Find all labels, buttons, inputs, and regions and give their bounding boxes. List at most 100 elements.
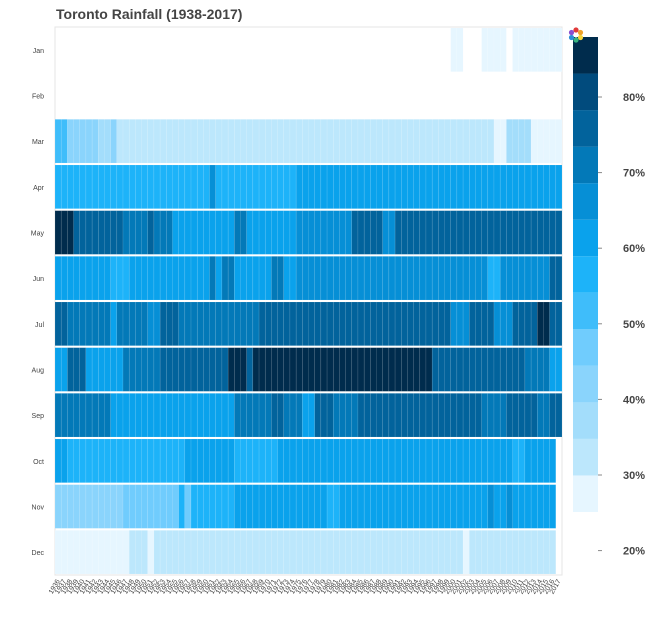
heatmap-cell[interactable] xyxy=(227,210,235,255)
heatmap-cell[interactable] xyxy=(73,393,80,438)
heatmap-cell[interactable] xyxy=(481,210,489,255)
heatmap-cell[interactable] xyxy=(394,119,402,164)
heatmap-cell[interactable] xyxy=(73,347,80,392)
heatmap-cell[interactable] xyxy=(555,164,563,209)
heatmap-cell[interactable] xyxy=(518,210,526,255)
heatmap-cell[interactable] xyxy=(252,530,260,575)
heatmap-cell[interactable] xyxy=(196,210,204,255)
heatmap-cell[interactable] xyxy=(209,393,217,438)
heatmap-cell[interactable] xyxy=(122,438,130,483)
heatmap-cell[interactable] xyxy=(104,256,111,301)
heatmap-cell[interactable] xyxy=(60,484,68,529)
heatmap-cell[interactable] xyxy=(128,347,136,392)
heatmap-cell[interactable] xyxy=(172,393,179,438)
heatmap-cell[interactable] xyxy=(128,301,136,346)
heatmap-cell[interactable] xyxy=(271,530,278,575)
heatmap-cell[interactable] xyxy=(345,210,353,255)
heatmap-cell[interactable] xyxy=(530,119,538,164)
heatmap-cell[interactable] xyxy=(116,347,124,392)
heatmap-cell[interactable] xyxy=(258,438,266,483)
heatmap-cell[interactable] xyxy=(258,347,266,392)
heatmap-cell[interactable] xyxy=(524,530,532,575)
heatmap-cell[interactable] xyxy=(400,256,408,301)
heatmap-cell[interactable] xyxy=(363,484,371,529)
heatmap-cell[interactable] xyxy=(493,393,501,438)
heatmap-cell[interactable] xyxy=(499,393,507,438)
heatmap-cell[interactable] xyxy=(450,256,458,301)
heatmap-cell[interactable] xyxy=(91,438,99,483)
heatmap-cell[interactable] xyxy=(135,256,142,301)
heatmap-cell[interactable] xyxy=(302,484,309,529)
heatmap-cell[interactable] xyxy=(314,438,322,483)
heatmap-cell[interactable] xyxy=(413,119,421,164)
heatmap-cell[interactable] xyxy=(555,301,563,346)
heatmap-cell[interactable] xyxy=(147,484,155,529)
heatmap-cell[interactable] xyxy=(481,393,489,438)
heatmap-cell[interactable] xyxy=(234,530,241,575)
heatmap-cell[interactable] xyxy=(110,484,118,529)
heatmap-cell[interactable] xyxy=(481,164,489,209)
heatmap-cell[interactable] xyxy=(530,301,538,346)
heatmap-cell[interactable] xyxy=(98,301,105,346)
heatmap-cell[interactable] xyxy=(407,164,414,209)
heatmap-cell[interactable] xyxy=(388,301,396,346)
heatmap-cell[interactable] xyxy=(512,210,519,255)
heatmap-cell[interactable] xyxy=(135,301,142,346)
heatmap-cell[interactable] xyxy=(512,484,519,529)
heatmap-cell[interactable] xyxy=(382,393,390,438)
heatmap-cell[interactable] xyxy=(147,438,155,483)
heatmap-cell[interactable] xyxy=(196,119,204,164)
heatmap-cell[interactable] xyxy=(60,347,68,392)
heatmap-cell[interactable] xyxy=(73,484,80,529)
heatmap-cell[interactable] xyxy=(209,438,217,483)
heatmap-cell[interactable] xyxy=(153,301,161,346)
heatmap-cell[interactable] xyxy=(227,530,235,575)
heatmap-cell[interactable] xyxy=(215,210,223,255)
heatmap-cell[interactable] xyxy=(141,119,148,164)
heatmap-cell[interactable] xyxy=(209,347,217,392)
heatmap-cell[interactable] xyxy=(339,393,346,438)
heatmap-cell[interactable] xyxy=(79,210,87,255)
heatmap-cell[interactable] xyxy=(98,347,105,392)
heatmap-cell[interactable] xyxy=(537,393,544,438)
heatmap-cell[interactable] xyxy=(141,256,148,301)
heatmap-cell[interactable] xyxy=(475,484,482,529)
heatmap-cell[interactable] xyxy=(314,119,322,164)
heatmap-cell[interactable] xyxy=(190,256,198,301)
heatmap-cell[interactable] xyxy=(530,393,538,438)
heatmap-cell[interactable] xyxy=(370,210,377,255)
heatmap-cell[interactable] xyxy=(271,347,278,392)
heatmap-cell[interactable] xyxy=(382,438,390,483)
heatmap-cell[interactable] xyxy=(240,347,247,392)
heatmap-cell[interactable] xyxy=(370,484,377,529)
heatmap-cell[interactable] xyxy=(166,438,173,483)
heatmap-cell[interactable] xyxy=(73,256,80,301)
heatmap-cell[interactable] xyxy=(178,393,186,438)
heatmap-cell[interactable] xyxy=(506,530,513,575)
heatmap-cell[interactable] xyxy=(98,256,105,301)
heatmap-cell[interactable] xyxy=(295,210,303,255)
heatmap-cell[interactable] xyxy=(512,347,519,392)
heatmap-cell[interactable] xyxy=(444,530,451,575)
heatmap-cell[interactable] xyxy=(481,256,489,301)
heatmap-cell[interactable] xyxy=(54,393,62,438)
heatmap-cell[interactable] xyxy=(425,301,433,346)
heatmap-cell[interactable] xyxy=(493,256,501,301)
heatmap-cell[interactable] xyxy=(209,530,217,575)
heatmap-cell[interactable] xyxy=(493,301,501,346)
heatmap-cell[interactable] xyxy=(345,347,353,392)
heatmap-cell[interactable] xyxy=(425,393,433,438)
heatmap-cell[interactable] xyxy=(326,484,334,529)
heatmap-cell[interactable] xyxy=(209,484,217,529)
heatmap-cell[interactable] xyxy=(147,119,155,164)
heatmap-cell[interactable] xyxy=(438,119,445,164)
heatmap-cell[interactable] xyxy=(203,164,210,209)
heatmap-cell[interactable] xyxy=(530,210,538,255)
heatmap-cell[interactable] xyxy=(295,484,303,529)
heatmap-cell[interactable] xyxy=(54,119,62,164)
heatmap-cell[interactable] xyxy=(326,119,334,164)
heatmap-cell[interactable] xyxy=(469,484,476,529)
heatmap-cell[interactable] xyxy=(530,164,538,209)
heatmap-cell[interactable] xyxy=(530,27,538,72)
heatmap-cell[interactable] xyxy=(153,210,161,255)
